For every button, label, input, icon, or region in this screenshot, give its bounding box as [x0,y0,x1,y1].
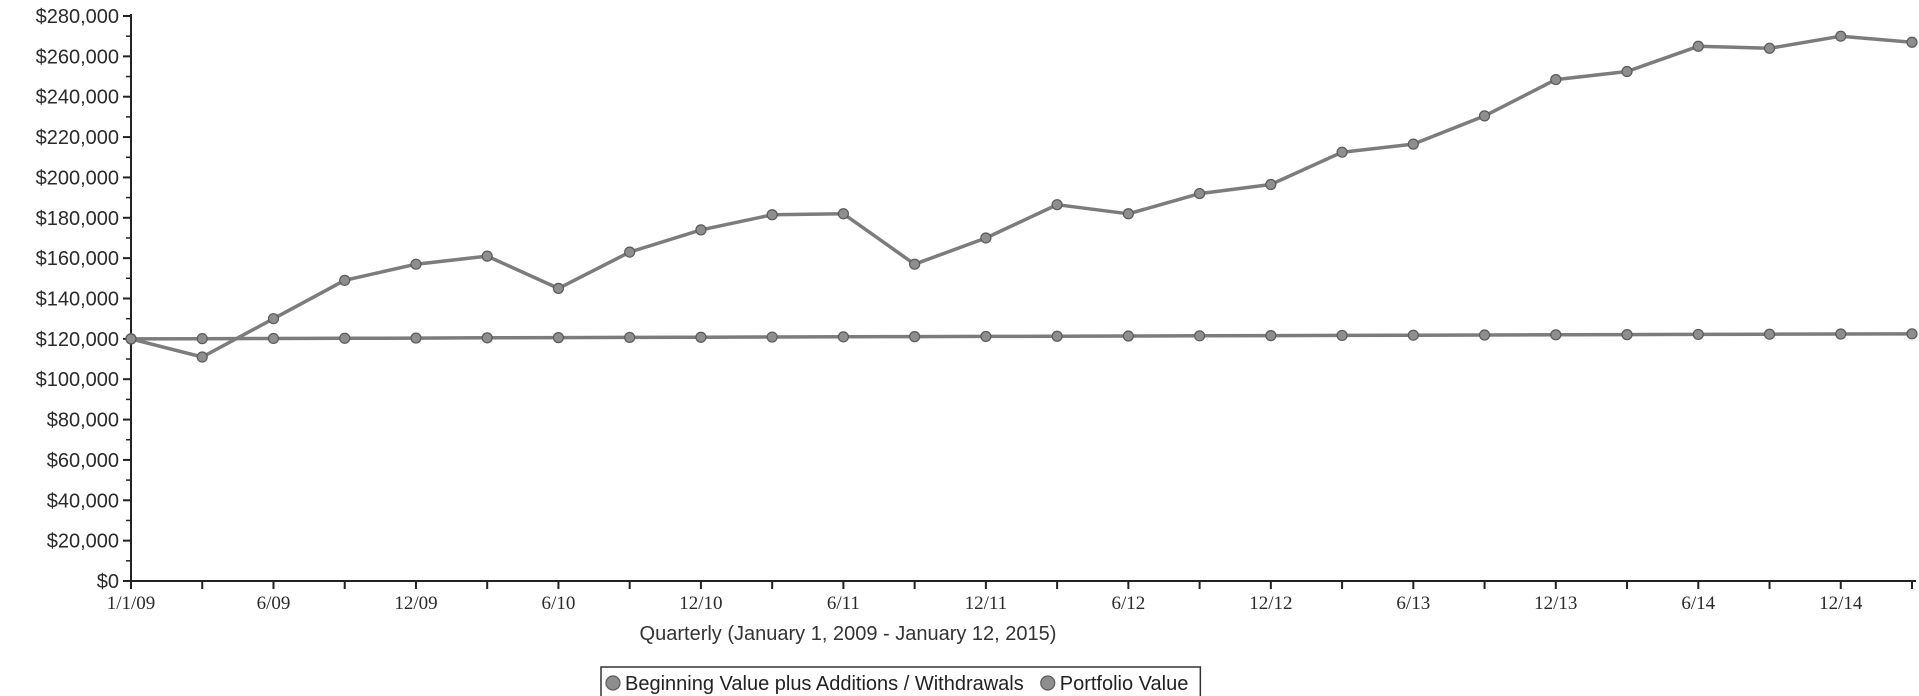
portfolio-value-point [267,313,280,325]
x-tick-label: 6/14 [1681,593,1715,614]
portfolio-value-point [1906,36,1918,48]
beginning-value-point [1692,328,1704,341]
y-tick-label: $220,000 [36,127,119,149]
x-tick-label: 6/09 [257,593,291,614]
portfolio-value-legend-marker [1040,675,1056,691]
series-layer [125,30,1918,363]
portfolio-value-point [1336,146,1348,158]
x-tick-label: 12/11 [965,593,1008,614]
y-tick-label: $160,000 [36,248,119,270]
x-tick-label: 1/1/09 [107,593,156,614]
portfolio-value-point [125,333,137,345]
beginning-value-point [980,330,992,343]
beginning-value-point [1621,329,1633,341]
beginning-value-point [1051,330,1063,342]
y-tick-label: $0 [97,571,119,593]
portfolio-value-point [1621,65,1633,78]
beginning-value-point [339,332,351,344]
beginning-value-legend-marker [605,675,621,691]
portfolio-value-legend-label: Portfolio Value [1060,673,1189,695]
legend: Beginning Value plus Additions / Withdra… [600,666,1202,696]
y-tick-label: $260,000 [36,46,119,68]
beginning-value-point [552,332,565,344]
beginning-value-point [481,332,493,344]
portfolio-value-point [624,246,636,258]
y-tick-label: $60,000 [47,450,119,472]
x-tick-label: 6/10 [542,593,576,614]
x-tick-label: 6/12 [1111,593,1145,614]
y-tick-label: $80,000 [47,410,119,432]
portfolio-value-point [1763,42,1776,54]
beginning-value-point [1478,329,1491,341]
portfolio-value-point [410,258,422,270]
portfolio-value-point [1835,30,1847,42]
y-tick-label: $100,000 [36,369,119,391]
portfolio-value-point [481,250,493,262]
portfolio-value-point [1692,40,1704,52]
y-tick-label: $40,000 [47,490,119,512]
portfolio-value-point [1122,208,1134,220]
portfolio-value-point [1407,138,1419,150]
beginning-value-point [1906,328,1918,340]
portfolio-value-point [1265,178,1277,191]
portfolio-value-point [552,282,565,295]
beginning-value-point [909,331,921,343]
y-tick-label: $20,000 [47,531,119,553]
portfolio-value-point [339,274,351,286]
portfolio-value-point [766,209,778,221]
beginning-value-point [1122,330,1134,342]
x-tick-label: 12/13 [1534,593,1577,614]
y-tick-label: $280,000 [36,6,119,28]
beginning-value-point [267,332,280,345]
x-tick-label: 6/11 [827,593,860,614]
beginning-value-series-line [130,332,1913,341]
x-axis: 1/1/09 6/09 12/09 6/10 12/10 6/11 12/11 6/12 12/… [107,580,1916,614]
portfolio-value-point [695,224,707,236]
beginning-value-point [1550,329,1562,341]
y-tick-label: $180,000 [36,208,119,230]
x-tick-label: 12/14 [1819,593,1863,614]
portfolio-value-point [980,232,992,244]
portfolio-value-point [1051,199,1063,211]
beginning-value-point [1265,330,1277,342]
beginning-value-point [624,331,636,344]
portfolio-value-point [1478,110,1491,122]
portfolio-value-series-line [130,34,1913,359]
y-tick-label: $140,000 [36,289,119,311]
x-tick-label: 12/10 [679,593,722,614]
x-tick-label: 12/09 [394,593,437,614]
beginning-value-point [766,331,778,343]
portfolio-value-point [837,208,850,220]
portfolio-value-point [196,351,208,363]
portfolio-value-point [1193,187,1206,200]
beginning-value-point [196,333,208,345]
portfolio-value-point [909,258,921,270]
beginning-value-point [1763,328,1776,340]
y-tick-label: $120,000 [36,329,119,351]
y-axis: $0 $20,000 $40,000 $60,000 $80,000 $100,000 $1… [36,6,132,593]
x-axis-title: Quarterly (January 1, 2009 - January 12,… [640,623,1057,645]
x-tick-label: 12/12 [1249,593,1292,614]
legend-box [600,666,1202,696]
beginning-value-point [837,331,850,343]
y-tick-label: $200,000 [36,167,119,189]
x-tick-label: 6/13 [1396,593,1430,614]
beginning-value-point [1336,329,1348,342]
beginning-value-point [410,332,422,344]
beginning-value-point [1407,329,1419,341]
beginning-value-point [1193,330,1206,342]
portfolio-value-point [1550,73,1562,86]
beginning-value-point [1835,328,1847,340]
beginning-value-legend-label: Beginning Value plus Additions / Withdra… [625,673,1024,695]
beginning-value-point [695,331,707,343]
y-tick-label: $240,000 [36,87,119,109]
